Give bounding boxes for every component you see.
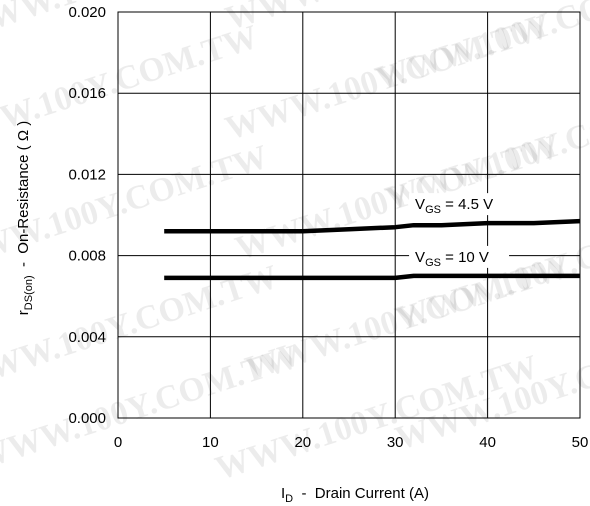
x-tick-label: 40	[479, 434, 496, 451]
x-tick-label: 0	[114, 434, 122, 451]
y-tick-label: 0.020	[68, 4, 106, 21]
y-tick-label: 0.000	[68, 410, 106, 427]
series-line	[164, 218, 581, 234]
watermark-text: WWW.100Y.COM.TW	[391, 198, 590, 337]
y-tick-label: 0.004	[68, 329, 106, 346]
x-tick-labels: 0 10 20 30 40 50	[114, 434, 589, 451]
series-label: VGS = 4.5 V	[415, 196, 493, 216]
y-tick-label: 0.012	[68, 166, 106, 183]
watermark-text: WWW.100Y.COM.TW	[0, 18, 263, 157]
y-tick-label: 0.008	[68, 248, 106, 265]
plot-frame	[117, 11, 581, 419]
y-tick-labels: 0.000 0.004 0.008 0.012 0.016 0.020	[68, 4, 106, 427]
series-label-bg	[409, 245, 510, 268]
y-axis-label: rDS(on) - On-Resistance ( Ω )	[15, 121, 35, 315]
x-tick-label: 10	[202, 434, 219, 451]
series-label: VGS = 10 V	[415, 249, 489, 269]
x-tick-label: 30	[387, 434, 404, 451]
series-line	[164, 273, 580, 281]
watermark-text: WWW.100Y.COM.TW	[371, 0, 590, 98]
x-tick-label: 20	[294, 434, 311, 451]
y-tick-label: 0.016	[68, 85, 106, 102]
x-axis-label: ID - Drain Current (A)	[281, 485, 429, 505]
series-label-bg	[409, 193, 525, 216]
x-tick-label: 50	[572, 434, 589, 451]
series-layer: VGS = 4.5 V VGS = 10 V	[164, 193, 581, 281]
watermark-text: WWW.100Y.COM.TW	[0, 138, 273, 277]
